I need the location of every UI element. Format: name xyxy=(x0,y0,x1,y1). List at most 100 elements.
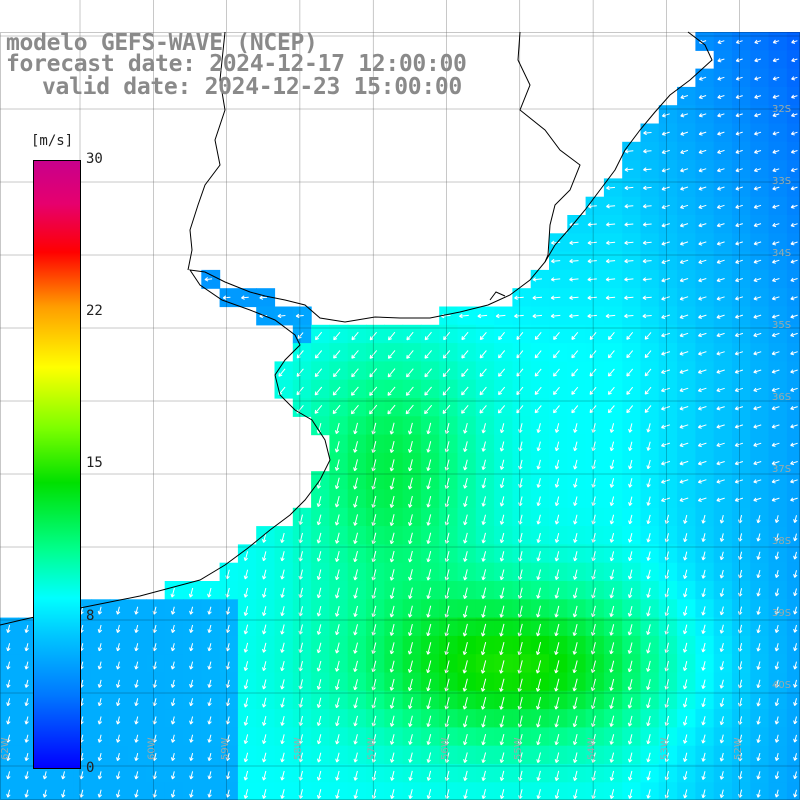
wind-arrow xyxy=(627,678,633,691)
wind-arrow xyxy=(628,752,633,763)
wind-arrow xyxy=(481,532,486,544)
wind-arrow xyxy=(97,789,103,798)
wind-arrow xyxy=(407,642,413,655)
lat-label: 33S xyxy=(772,176,791,187)
wind-arrow xyxy=(262,752,267,763)
wind-arrow xyxy=(536,532,541,543)
wind-arrow xyxy=(554,569,560,580)
wind-arrow xyxy=(280,679,285,690)
wind-arrow xyxy=(679,497,689,502)
wind-arrow xyxy=(753,186,762,191)
wind-arrow xyxy=(461,350,469,359)
wind-arrow xyxy=(518,551,523,562)
wind-arrow xyxy=(646,514,651,525)
wind-arrow xyxy=(734,351,744,356)
wind-arrow xyxy=(262,679,267,690)
wind-arrow xyxy=(334,514,340,526)
wind-arrow xyxy=(624,258,634,264)
wind-arrow xyxy=(477,313,488,319)
wind-arrow xyxy=(607,386,615,395)
wind-arrow xyxy=(371,605,377,618)
wind-arrow xyxy=(334,422,340,435)
wind-arrow xyxy=(335,770,340,781)
wind-arrow xyxy=(408,605,413,618)
wind-arrow xyxy=(698,76,707,81)
wind-arrow xyxy=(771,497,780,502)
wind-arrow xyxy=(609,514,615,525)
wind-arrow xyxy=(682,715,688,726)
wind-arrow xyxy=(444,752,450,763)
wind-arrow xyxy=(554,623,560,637)
wind-arrow xyxy=(628,441,633,452)
wind-arrow xyxy=(462,641,468,656)
wind-arrow xyxy=(644,368,652,377)
wind-arrow xyxy=(426,642,432,655)
wind-arrow xyxy=(97,752,103,762)
forecast-date: forecast date: 2024-12-17 12:00:00 xyxy=(6,51,467,77)
wind-arrow xyxy=(790,442,798,447)
field-cell xyxy=(786,617,800,637)
wind-arrow xyxy=(697,479,707,484)
wind-arrow xyxy=(683,734,688,744)
wind-arrow xyxy=(698,332,707,338)
field-cell xyxy=(786,398,800,417)
wind-arrow xyxy=(536,770,541,781)
wind-arrow xyxy=(554,423,560,433)
wind-arrow xyxy=(735,113,743,118)
wind-arrow xyxy=(243,752,249,763)
wind-arrow xyxy=(624,204,634,209)
wind-arrow xyxy=(61,789,66,798)
wind-arrow xyxy=(569,258,579,264)
wind-arrow xyxy=(280,752,285,763)
coastline xyxy=(0,31,713,626)
wind-arrow xyxy=(734,461,744,466)
wind-arrow xyxy=(661,168,670,173)
wind-arrow xyxy=(335,660,340,672)
wind-arrow xyxy=(624,167,634,172)
wind-arrow xyxy=(753,479,762,484)
wind-arrow xyxy=(189,698,194,707)
wind-arrow xyxy=(371,532,377,545)
wind-arrow xyxy=(697,387,707,393)
wind-arrow xyxy=(553,386,560,395)
wind-arrow xyxy=(735,149,743,154)
colorbar-tick-30: 30 xyxy=(86,151,103,167)
wind-arrow xyxy=(481,551,487,562)
wind-arrow xyxy=(753,222,762,228)
wind-arrow xyxy=(389,459,395,472)
wind-arrow xyxy=(793,716,798,725)
wind-arrow xyxy=(314,404,323,414)
wind-arrow xyxy=(316,715,322,727)
wind-arrow xyxy=(607,405,615,414)
wind-arrow xyxy=(97,734,103,743)
wind-arrow xyxy=(353,752,358,763)
wind-arrow xyxy=(532,295,543,300)
wind-arrow xyxy=(426,550,432,563)
wind-arrow xyxy=(97,771,103,780)
lat-label: 39S xyxy=(772,608,791,619)
wind-arrow xyxy=(790,314,798,319)
wind-arrow xyxy=(679,314,689,319)
wind-arrow xyxy=(642,295,652,300)
wind-arrow xyxy=(697,460,707,466)
lon-label: 53W xyxy=(660,737,671,760)
wind-arrow xyxy=(426,495,432,508)
wind-arrow xyxy=(793,606,798,615)
wind-arrow xyxy=(335,587,340,599)
field-cell xyxy=(786,288,800,308)
wind-arrow xyxy=(735,277,743,283)
wind-arrow xyxy=(609,569,615,580)
wind-arrow xyxy=(499,569,505,581)
wind-arrow xyxy=(774,752,780,761)
wind-arrow xyxy=(572,715,578,728)
wind-arrow xyxy=(353,459,358,472)
wind-arrow xyxy=(353,605,358,617)
wind-arrow xyxy=(243,789,249,799)
wind-arrow xyxy=(627,715,633,727)
wind-arrow xyxy=(371,715,377,727)
wind-arrow xyxy=(756,588,761,597)
wind-arrow xyxy=(408,477,413,490)
wind-arrow xyxy=(790,479,798,484)
wind-arrow xyxy=(738,752,743,762)
wind-arrow xyxy=(679,223,689,228)
